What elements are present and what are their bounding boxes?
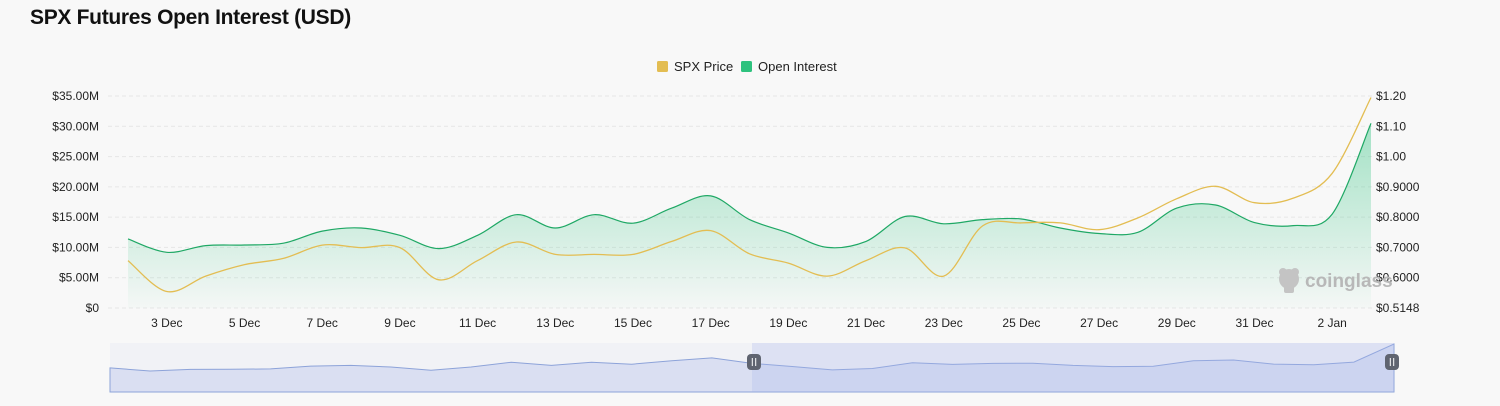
- y-left-tick-label: $30.00M: [52, 119, 99, 133]
- x-tick-label: 3 Dec: [151, 316, 182, 330]
- page-title: SPX Futures Open Interest (USD): [30, 6, 351, 29]
- x-tick-label: 11 Dec: [459, 316, 496, 330]
- legend-item-spx-price[interactable]: SPX Price: [657, 59, 733, 74]
- x-tick-label: 9 Dec: [384, 316, 415, 330]
- y-right-tick-label: $0.8000: [1376, 210, 1420, 224]
- legend-swatch-open-interest: [741, 61, 752, 72]
- y-right-tick-label: $1.10: [1376, 119, 1406, 133]
- x-tick-label: 13 Dec: [536, 316, 574, 330]
- legend-item-open-interest[interactable]: Open Interest: [741, 59, 837, 74]
- x-tick-label: 27 Dec: [1080, 316, 1118, 330]
- legend-swatch-spx-price: [657, 61, 668, 72]
- x-tick-label: 7 Dec: [307, 316, 338, 330]
- spx-price-line: [127, 97, 1372, 293]
- x-axis: 3 Dec 5 Dec 7 Dec 9 Dec 11 Dec 13 Dec 15 Dec 17…: [151, 316, 1347, 330]
- coinglass-logo-icon: [1279, 268, 1299, 293]
- x-tick-label: 31 Dec: [1235, 316, 1273, 330]
- x-tick-label: 19 Dec: [769, 316, 807, 330]
- y-left-tick-label: $15.00M: [52, 210, 99, 224]
- y-right-tick-label: $0.6000: [1376, 271, 1420, 285]
- zoom-handle-right[interactable]: [1385, 354, 1399, 370]
- y-axis-left: $35.00M $30.00M $25.00M $20.00M $15.00M $10.0…: [52, 89, 99, 315]
- x-tick-label: 23 Dec: [925, 316, 963, 330]
- y-right-tick-label: $0.7000: [1376, 240, 1420, 254]
- y-left-tick-label: $20.00M: [52, 180, 99, 194]
- y-right-tick-label: $0.9000: [1376, 180, 1420, 194]
- zoom-selection[interactable]: [752, 343, 1394, 392]
- y-right-tick-label: $1.00: [1376, 150, 1406, 164]
- open-interest-line: [127, 123, 1372, 253]
- y-left-tick-label: $35.00M: [52, 89, 99, 103]
- x-tick-label: 15 Dec: [614, 316, 652, 330]
- y-axis-right: $1.20 $1.10 $1.00 $0.9000 $0.8000 $0.7000 $0.6…: [1376, 89, 1420, 315]
- legend-label-spx-price: SPX Price: [674, 59, 733, 74]
- y-left-tick-label: $25.00M: [52, 150, 99, 164]
- y-right-tick-label: $0.5148: [1376, 301, 1420, 315]
- legend: SPX Price Open Interest: [657, 59, 837, 74]
- x-tick-label: 29 Dec: [1158, 316, 1196, 330]
- x-tick-label: 5 Dec: [229, 316, 260, 330]
- open-interest-area: [128, 123, 1371, 308]
- y-left-tick-label: $0: [86, 301, 100, 315]
- watermark-text: coinglass: [1305, 271, 1393, 292]
- legend-label-open-interest: Open Interest: [758, 59, 837, 74]
- coinglass-watermark: coinglass: [1279, 268, 1393, 293]
- y-right-tick-label: $1.20: [1376, 89, 1406, 103]
- y-left-tick-label: $10.00M: [52, 240, 99, 254]
- y-left-tick-label: $5.00M: [59, 271, 99, 285]
- zoom-slider[interactable]: [109, 343, 1399, 393]
- zoom-handle-left[interactable]: [747, 354, 761, 370]
- x-tick-label: 2 Jan: [1317, 316, 1346, 330]
- x-tick-label: 21 Dec: [847, 316, 885, 330]
- x-tick-label: 17 Dec: [692, 316, 730, 330]
- x-tick-label: 25 Dec: [1002, 316, 1040, 330]
